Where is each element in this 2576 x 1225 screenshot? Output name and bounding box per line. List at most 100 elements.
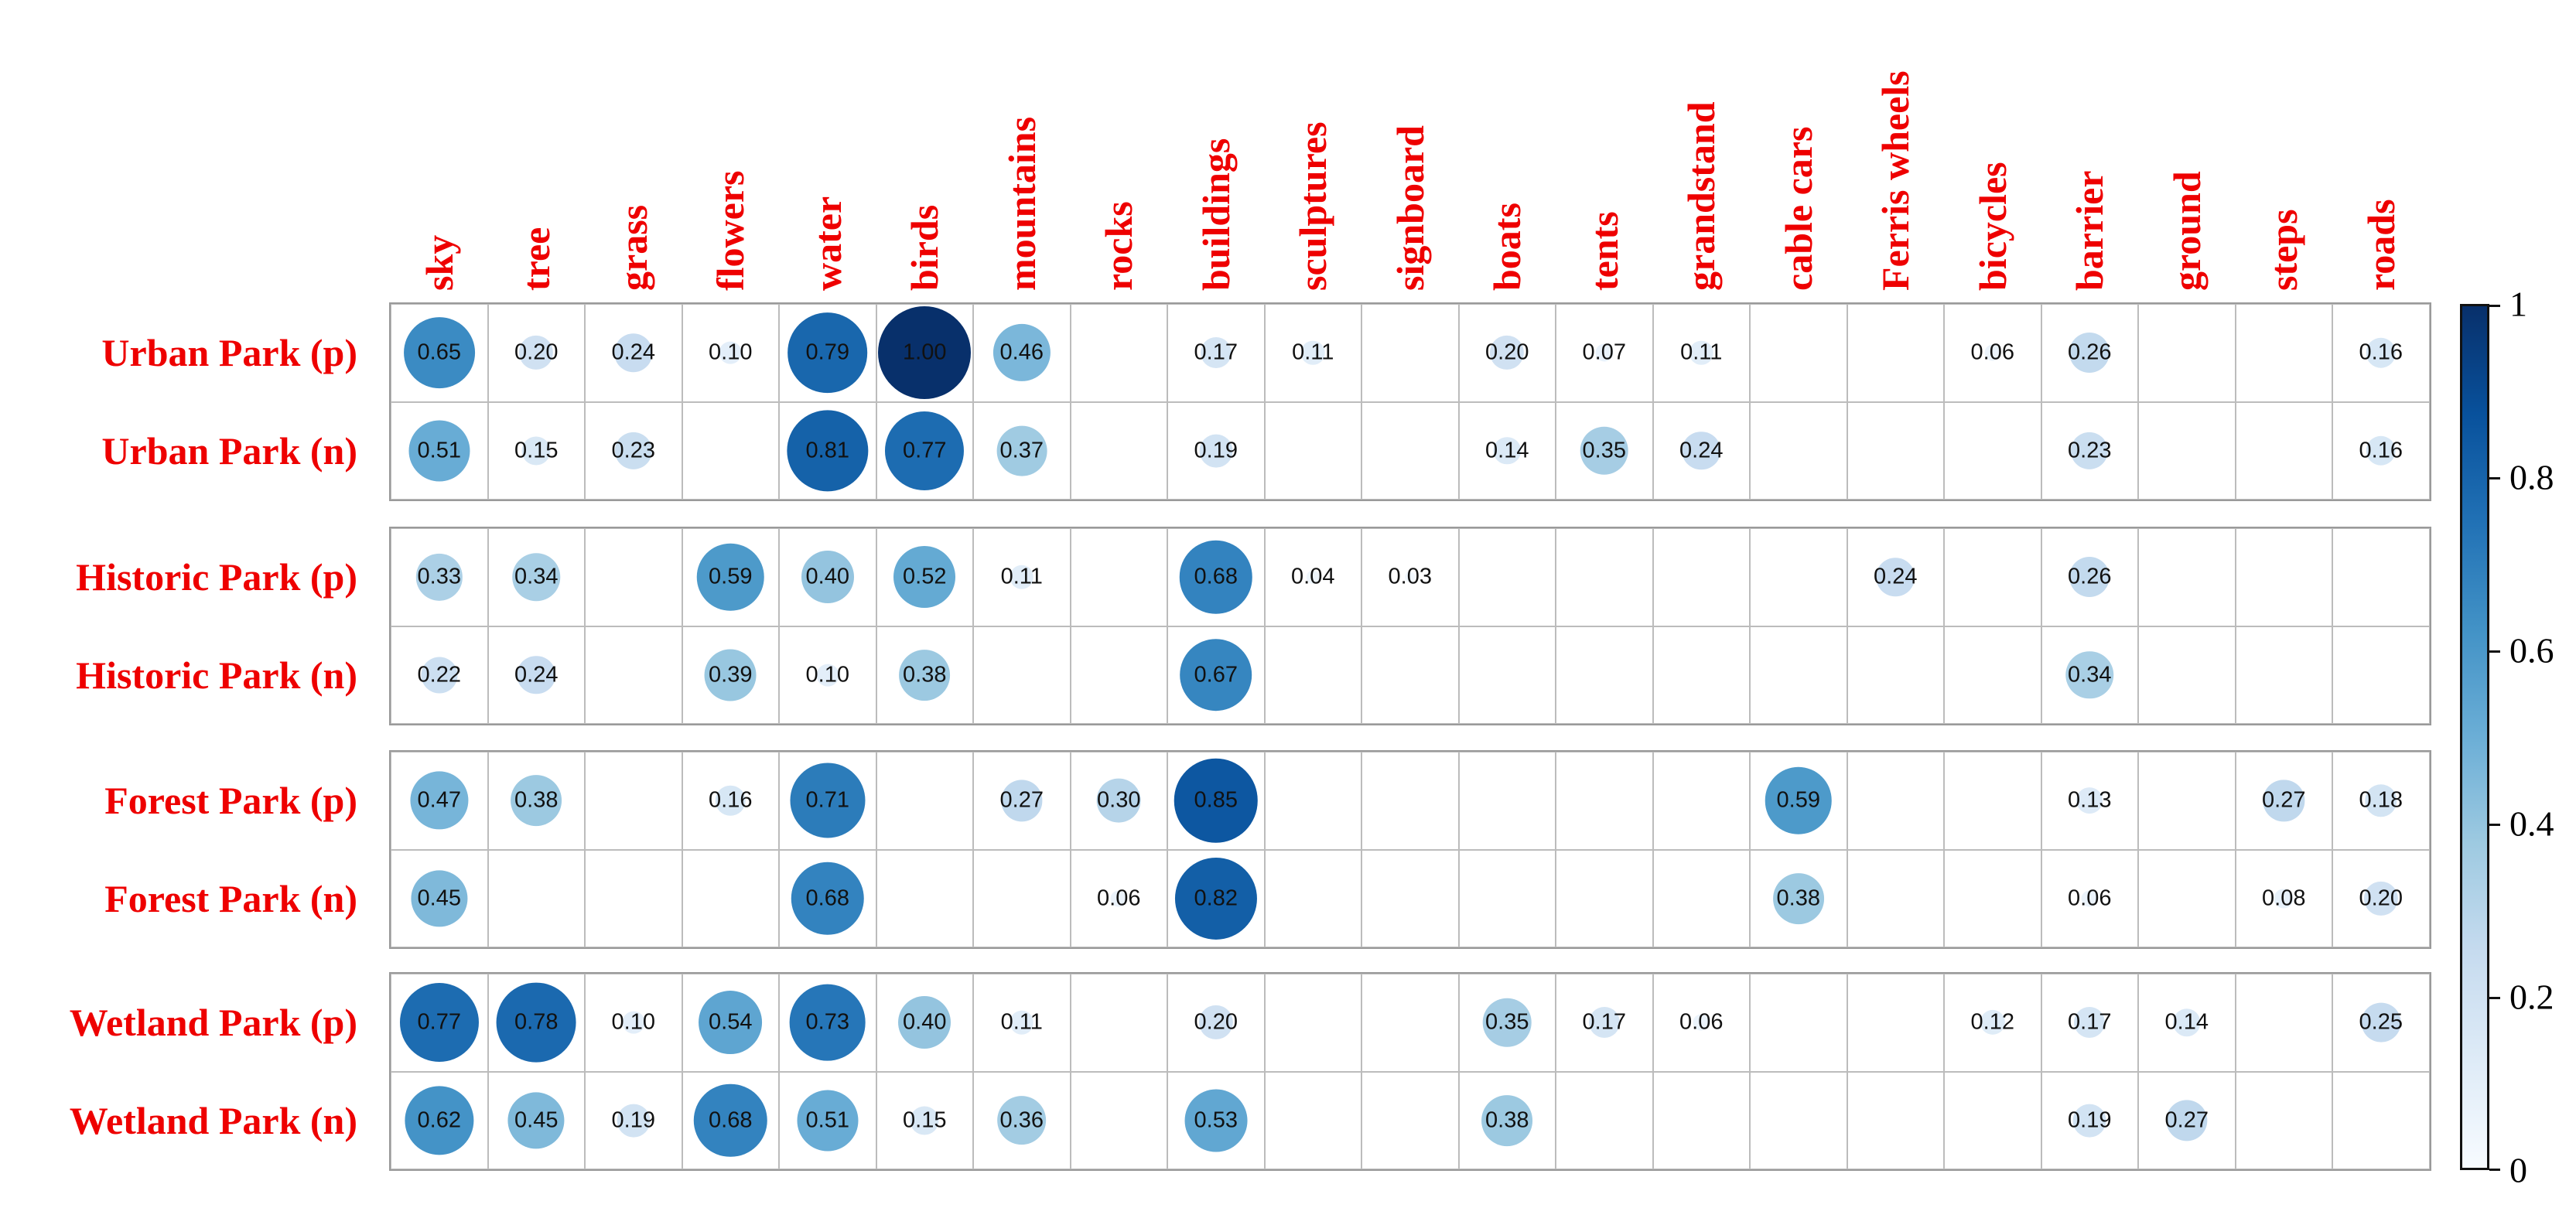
matrix-cell	[1070, 401, 1167, 500]
value-label: 0.23	[611, 438, 655, 463]
matrix-cell	[876, 752, 973, 850]
value-label: 0.77	[903, 438, 947, 463]
value-label: 0.19	[1194, 438, 1238, 463]
value-label: 0.06	[1970, 340, 2014, 365]
value-label: 0.68	[805, 885, 849, 911]
matrix-cell	[1652, 1071, 1750, 1169]
matrix-cell: 0.27	[973, 752, 1071, 850]
matrix-cell: 0.15	[487, 401, 585, 500]
matrix-cell: 0.45	[487, 1071, 585, 1169]
value-label: 0.19	[611, 1107, 655, 1133]
value-bubble	[893, 546, 956, 609]
value-bubble	[617, 1104, 651, 1138]
matrix-cell	[1847, 401, 1944, 500]
value-bubble	[2076, 787, 2103, 814]
value-bubble	[411, 870, 468, 927]
value-label: 0.51	[417, 438, 461, 463]
value-label: 0.07	[1582, 340, 1626, 365]
colorbar-tick	[2489, 997, 2500, 999]
value-label: 0.37	[999, 438, 1044, 463]
matrix-cell: 0.51	[779, 1071, 876, 1169]
value-bubble	[885, 411, 965, 490]
value-label: 0.16	[2359, 340, 2403, 365]
value-label: 0.11	[1680, 340, 1723, 365]
matrix-cell: 0.07	[1556, 304, 1653, 402]
value-bubble	[1984, 344, 2001, 361]
value-bubble	[1199, 434, 1233, 468]
value-label: 0.24	[1679, 438, 1724, 463]
colorbar-tick	[2489, 650, 2500, 653]
value-label: 0.06	[1679, 1009, 1724, 1035]
column-header-Ferris-wheels: Ferris wheels	[1874, 70, 1918, 291]
value-bubble	[399, 983, 479, 1063]
value-label: 0.47	[417, 787, 461, 813]
value-bubble	[1595, 343, 1614, 362]
value-bubble	[801, 551, 854, 604]
value-bubble	[2071, 432, 2109, 469]
matrix-cell: 0.24	[585, 304, 682, 402]
matrix-cell	[1652, 528, 1750, 626]
matrix-cell: 0.04	[1264, 528, 1361, 626]
matrix-cell	[1361, 626, 1459, 724]
matrix-cell: 0.77	[391, 974, 488, 1072]
value-label: 0.14	[2164, 1009, 2209, 1035]
value-bubble	[519, 336, 554, 370]
value-label: 0.16	[2359, 438, 2403, 463]
matrix-cell: 0.11	[973, 528, 1071, 626]
value-bubble	[1110, 890, 1127, 907]
matrix-cell: 0.81	[779, 401, 876, 500]
matrix-cell	[1458, 528, 1556, 626]
value-bubble	[1184, 1089, 1248, 1152]
matrix-cell: 0.45	[391, 849, 488, 947]
value-label: 0.10	[805, 662, 849, 688]
value-label: 0.38	[1776, 885, 1820, 911]
value-label: 0.34	[2068, 662, 2112, 688]
matrix-cell	[1458, 849, 1556, 947]
column-header-tree: tree	[514, 227, 559, 291]
colorbar-tick-label: 0.6	[2509, 630, 2554, 671]
matrix-cell: 0.19	[1167, 401, 1265, 500]
matrix-cell: 0.65	[391, 304, 488, 402]
matrix-cell: 0.10	[682, 304, 779, 402]
matrix-cell	[1556, 528, 1653, 626]
value-bubble	[512, 553, 560, 601]
value-bubble	[2065, 651, 2113, 699]
value-label: 0.20	[1485, 340, 1529, 365]
value-bubble	[1481, 1094, 1533, 1146]
value-bubble	[1689, 340, 1713, 365]
column-header-rocks: rocks	[1097, 201, 1141, 291]
column-header-birds: birds	[903, 204, 947, 291]
column-header-barrier: barrier	[2068, 170, 2112, 291]
value-label: 0.77	[417, 1009, 461, 1035]
matrix-cell: 0.78	[487, 974, 585, 1072]
matrix-cell: 0.08	[2235, 849, 2332, 947]
matrix-cell: 0.26	[2041, 528, 2138, 626]
matrix-cell	[1458, 626, 1556, 724]
matrix-cell: 0.16	[2332, 304, 2430, 402]
value-label: 0.11	[1000, 564, 1043, 589]
matrix-cell	[1847, 1071, 1944, 1169]
colorbar-tick-label: 0.8	[2509, 457, 2554, 497]
column-header-buildings: buildings	[1194, 138, 1238, 291]
value-label: 0.38	[514, 787, 559, 813]
matrix-cell: 0.10	[585, 974, 682, 1072]
value-label: 0.39	[709, 662, 753, 688]
value-bubble	[1307, 571, 1320, 584]
value-bubble	[2274, 889, 2294, 909]
matrix-cell: 0.71	[779, 752, 876, 850]
row-group-box	[389, 750, 2431, 949]
value-bubble	[1096, 778, 1141, 823]
value-label: 0.17	[2068, 1009, 2112, 1035]
value-bubble	[1010, 565, 1034, 589]
matrix-cell	[1652, 849, 1750, 947]
matrix-cell	[1264, 626, 1361, 724]
column-header-sculptures: sculptures	[1291, 121, 1335, 291]
value-label: 0.27	[999, 787, 1044, 813]
matrix-cell: 0.25	[2332, 974, 2430, 1072]
value-label: 0.03	[1388, 564, 1432, 589]
value-label: 0.46	[999, 340, 1044, 365]
matrix-cell: 0.54	[682, 974, 779, 1072]
value-bubble	[1174, 857, 1257, 940]
value-bubble	[1693, 1014, 1710, 1031]
value-label: 0.12	[1970, 1009, 2014, 1035]
